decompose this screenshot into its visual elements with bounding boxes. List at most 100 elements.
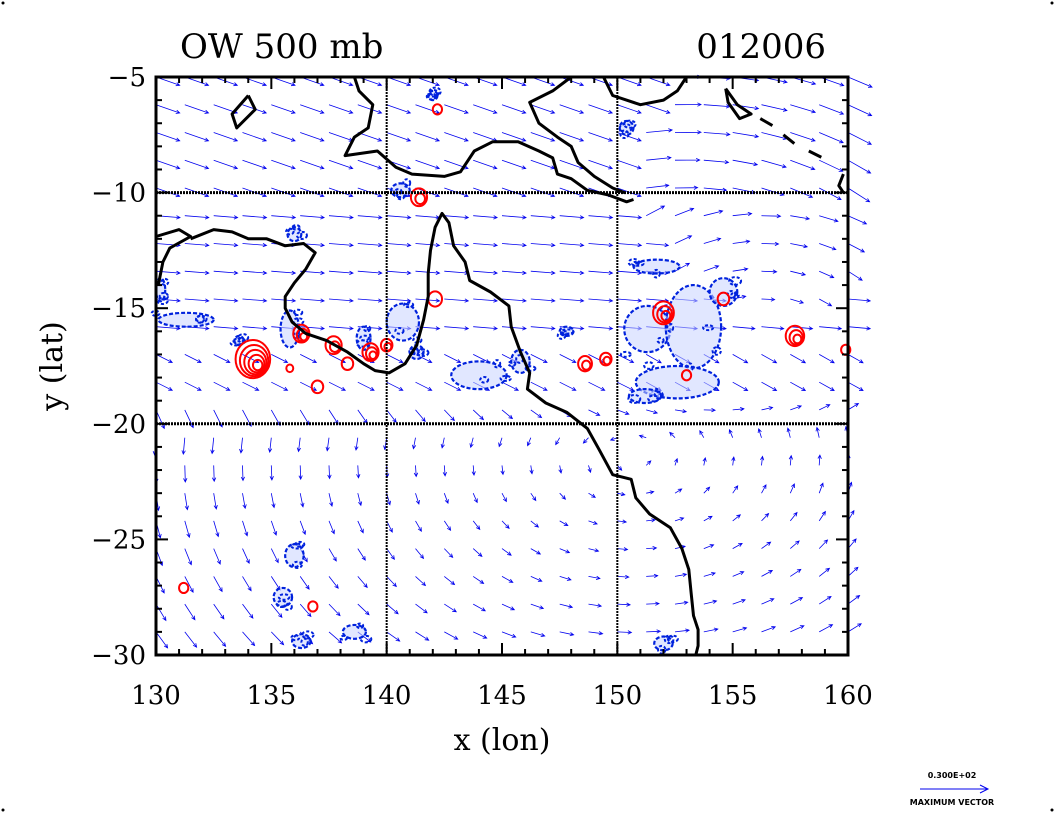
wind-vector xyxy=(473,104,498,114)
wind-vector xyxy=(357,215,383,220)
wind-vector xyxy=(444,548,454,559)
wind-vector xyxy=(213,576,223,593)
wind-vector xyxy=(181,437,186,456)
wind-vector xyxy=(300,132,325,142)
negative-contour-speck xyxy=(283,602,293,611)
wind-vector xyxy=(761,354,778,364)
wind-vector xyxy=(328,159,354,170)
wind-vector xyxy=(588,381,606,391)
coastline xyxy=(808,149,824,160)
wind-vector xyxy=(530,243,556,248)
wind-vector xyxy=(617,547,629,552)
negative-contour-speck xyxy=(275,599,288,609)
wind-vector xyxy=(501,159,527,170)
negative-contour-speck xyxy=(229,340,243,347)
wind-vector xyxy=(155,603,167,622)
wind-vector xyxy=(703,132,731,137)
positive-contour xyxy=(431,103,444,116)
wind-vector xyxy=(300,354,318,363)
wind-vector xyxy=(473,243,499,248)
wind-vector xyxy=(415,381,433,391)
wind-vector xyxy=(819,326,843,331)
wind-vector xyxy=(530,187,556,198)
wind-vector xyxy=(674,157,701,163)
wind-vector xyxy=(702,456,707,466)
wind-vector xyxy=(582,437,589,444)
wind-vector xyxy=(703,515,713,522)
wind-vector xyxy=(213,354,231,363)
wind-vector xyxy=(732,267,749,272)
wind-vector xyxy=(847,187,871,203)
negative-contour-speck xyxy=(237,333,250,342)
wind-vector xyxy=(790,298,805,304)
wind-vector xyxy=(646,354,662,364)
wind-vector xyxy=(472,520,481,531)
wind-vector xyxy=(761,626,777,633)
wind-vector xyxy=(183,465,188,483)
wind-vector xyxy=(328,104,354,114)
wind-vector xyxy=(328,215,354,220)
wind-vector xyxy=(269,465,274,481)
wind-vector xyxy=(588,132,614,142)
wind-vector xyxy=(559,354,577,363)
wind-vector xyxy=(646,629,662,634)
negative-contour xyxy=(385,302,421,342)
wind-vector xyxy=(732,381,749,391)
wind-vector xyxy=(213,243,239,248)
wind-vector xyxy=(501,493,507,503)
y-tick-label: −15 xyxy=(91,294,146,324)
wind-vector xyxy=(669,431,676,438)
negative-contour-speck xyxy=(666,634,679,643)
wind-vector xyxy=(386,409,397,423)
coastline-layer xyxy=(155,75,845,656)
positive-contour xyxy=(660,309,672,322)
wind-vector xyxy=(328,548,337,562)
wind-vector xyxy=(242,548,250,565)
wind-vector xyxy=(646,409,659,415)
negative-contour-speck xyxy=(277,593,291,601)
negative-contour-speck xyxy=(160,277,170,286)
wind-vector xyxy=(300,159,325,170)
wind-vector xyxy=(761,297,776,302)
wind-vector xyxy=(587,465,592,474)
wind-vector xyxy=(213,326,239,331)
wind-vector xyxy=(357,104,383,114)
wind-vector xyxy=(184,520,191,539)
x-tick-label: 130 xyxy=(131,681,181,711)
wind-vector xyxy=(300,104,325,114)
wind-vector xyxy=(559,270,585,275)
wind-vector xyxy=(790,625,805,633)
wind-vector xyxy=(703,237,722,244)
wind-vector xyxy=(674,572,688,578)
wind-vector xyxy=(559,243,585,248)
wind-vector xyxy=(732,239,751,244)
wind-vector xyxy=(703,159,730,165)
wind-vector xyxy=(298,465,303,481)
wind-vector xyxy=(703,599,718,605)
y-tick-label: −10 xyxy=(91,179,146,209)
wind-vector xyxy=(444,215,470,220)
positive-contour xyxy=(307,600,319,613)
wind-vector xyxy=(210,437,215,455)
wind-vector xyxy=(501,548,512,556)
wind-vector xyxy=(357,381,375,391)
negative-contour-speck xyxy=(663,634,675,645)
wind-vector xyxy=(442,465,447,477)
wind-vector xyxy=(731,456,736,466)
wind-vector xyxy=(588,215,614,220)
wind-vector xyxy=(498,437,503,448)
wind-vector xyxy=(760,455,765,466)
wind-vector xyxy=(242,603,254,619)
wind-vector xyxy=(646,155,672,161)
wind-vector xyxy=(270,548,279,564)
wind-vector xyxy=(674,102,702,107)
coastline xyxy=(155,228,193,286)
corner-mark xyxy=(1,1,5,5)
negative-contour-speck xyxy=(285,227,295,236)
wind-vector xyxy=(761,104,788,112)
y-axis-label: y (lat) xyxy=(35,321,70,411)
wind-vector xyxy=(732,211,753,217)
wind-vector xyxy=(501,132,527,142)
wind-vector xyxy=(328,298,354,303)
